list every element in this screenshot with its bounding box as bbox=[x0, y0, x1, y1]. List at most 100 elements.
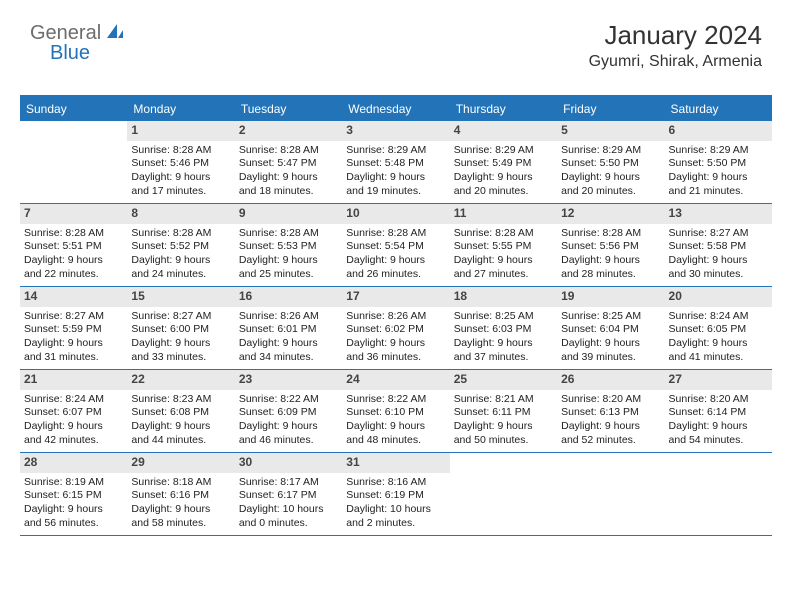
day-sunrise: Sunrise: 8:17 AM bbox=[239, 476, 338, 490]
day-daylight1: Daylight: 9 hours bbox=[561, 420, 660, 434]
day-cell bbox=[20, 121, 127, 203]
day-cell: 4Sunrise: 8:29 AMSunset: 5:49 PMDaylight… bbox=[450, 121, 557, 203]
day-daylight2: and 39 minutes. bbox=[561, 351, 660, 365]
day-sunset: Sunset: 5:49 PM bbox=[454, 157, 553, 171]
day-number: 21 bbox=[20, 370, 127, 390]
day-daylight2: and 46 minutes. bbox=[239, 434, 338, 448]
day-sunrise: Sunrise: 8:27 AM bbox=[131, 310, 230, 324]
day-cell: 13Sunrise: 8:27 AMSunset: 5:58 PMDayligh… bbox=[665, 204, 772, 286]
day-daylight2: and 21 minutes. bbox=[669, 185, 768, 199]
day-sunset: Sunset: 5:55 PM bbox=[454, 240, 553, 254]
day-sunrise: Sunrise: 8:26 AM bbox=[239, 310, 338, 324]
day-number: 3 bbox=[342, 121, 449, 141]
day-daylight2: and 0 minutes. bbox=[239, 517, 338, 531]
day-daylight2: and 36 minutes. bbox=[346, 351, 445, 365]
month-title: January 2024 bbox=[589, 20, 762, 51]
day-sunrise: Sunrise: 8:28 AM bbox=[454, 227, 553, 241]
day-daylight2: and 48 minutes. bbox=[346, 434, 445, 448]
day-sunrise: Sunrise: 8:28 AM bbox=[346, 227, 445, 241]
day-sunset: Sunset: 5:47 PM bbox=[239, 157, 338, 171]
week-row: 14Sunrise: 8:27 AMSunset: 5:59 PMDayligh… bbox=[20, 287, 772, 370]
day-sunset: Sunset: 6:11 PM bbox=[454, 406, 553, 420]
day-daylight1: Daylight: 9 hours bbox=[669, 420, 768, 434]
day-header: Thursday bbox=[450, 97, 557, 121]
day-daylight1: Daylight: 9 hours bbox=[131, 254, 230, 268]
day-daylight1: Daylight: 9 hours bbox=[131, 503, 230, 517]
week-row: 1Sunrise: 8:28 AMSunset: 5:46 PMDaylight… bbox=[20, 121, 772, 204]
day-sunrise: Sunrise: 8:16 AM bbox=[346, 476, 445, 490]
day-header: Monday bbox=[127, 97, 234, 121]
day-cell: 28Sunrise: 8:19 AMSunset: 6:15 PMDayligh… bbox=[20, 453, 127, 535]
day-cell: 19Sunrise: 8:25 AMSunset: 6:04 PMDayligh… bbox=[557, 287, 664, 369]
day-sunrise: Sunrise: 8:22 AM bbox=[239, 393, 338, 407]
day-number: 10 bbox=[342, 204, 449, 224]
day-number: 14 bbox=[20, 287, 127, 307]
day-daylight2: and 28 minutes. bbox=[561, 268, 660, 282]
day-header: Sunday bbox=[20, 97, 127, 121]
day-daylight2: and 24 minutes. bbox=[131, 268, 230, 282]
day-daylight1: Daylight: 9 hours bbox=[669, 337, 768, 351]
day-daylight2: and 37 minutes. bbox=[454, 351, 553, 365]
day-cell: 30Sunrise: 8:17 AMSunset: 6:17 PMDayligh… bbox=[235, 453, 342, 535]
day-daylight1: Daylight: 9 hours bbox=[131, 420, 230, 434]
day-number: 22 bbox=[127, 370, 234, 390]
day-number: 6 bbox=[665, 121, 772, 141]
day-number: 16 bbox=[235, 287, 342, 307]
day-number: 28 bbox=[20, 453, 127, 473]
day-sunrise: Sunrise: 8:28 AM bbox=[239, 227, 338, 241]
day-daylight1: Daylight: 9 hours bbox=[24, 337, 123, 351]
day-cell: 27Sunrise: 8:20 AMSunset: 6:14 PMDayligh… bbox=[665, 370, 772, 452]
day-number: 8 bbox=[127, 204, 234, 224]
day-sunset: Sunset: 5:48 PM bbox=[346, 157, 445, 171]
day-cell: 17Sunrise: 8:26 AMSunset: 6:02 PMDayligh… bbox=[342, 287, 449, 369]
day-sunset: Sunset: 5:58 PM bbox=[669, 240, 768, 254]
day-daylight2: and 19 minutes. bbox=[346, 185, 445, 199]
day-number: 5 bbox=[557, 121, 664, 141]
day-header: Wednesday bbox=[342, 97, 449, 121]
day-cell: 1Sunrise: 8:28 AMSunset: 5:46 PMDaylight… bbox=[127, 121, 234, 203]
day-cell: 3Sunrise: 8:29 AMSunset: 5:48 PMDaylight… bbox=[342, 121, 449, 203]
day-daylight1: Daylight: 9 hours bbox=[454, 420, 553, 434]
day-daylight2: and 20 minutes. bbox=[561, 185, 660, 199]
day-daylight1: Daylight: 9 hours bbox=[454, 337, 553, 351]
day-number: 7 bbox=[20, 204, 127, 224]
day-sunrise: Sunrise: 8:29 AM bbox=[561, 144, 660, 158]
logo-sail-icon bbox=[105, 22, 125, 45]
day-daylight1: Daylight: 9 hours bbox=[239, 171, 338, 185]
day-cell bbox=[450, 453, 557, 535]
day-daylight1: Daylight: 9 hours bbox=[239, 337, 338, 351]
day-daylight1: Daylight: 9 hours bbox=[346, 420, 445, 434]
day-daylight1: Daylight: 9 hours bbox=[561, 254, 660, 268]
day-sunrise: Sunrise: 8:20 AM bbox=[561, 393, 660, 407]
day-number: 27 bbox=[665, 370, 772, 390]
day-sunrise: Sunrise: 8:21 AM bbox=[454, 393, 553, 407]
day-number: 13 bbox=[665, 204, 772, 224]
day-sunset: Sunset: 5:46 PM bbox=[131, 157, 230, 171]
day-number: 24 bbox=[342, 370, 449, 390]
day-sunset: Sunset: 6:16 PM bbox=[131, 489, 230, 503]
day-daylight1: Daylight: 9 hours bbox=[454, 171, 553, 185]
day-sunset: Sunset: 6:08 PM bbox=[131, 406, 230, 420]
day-daylight2: and 52 minutes. bbox=[561, 434, 660, 448]
day-daylight2: and 31 minutes. bbox=[24, 351, 123, 365]
day-number: 30 bbox=[235, 453, 342, 473]
day-daylight1: Daylight: 10 hours bbox=[239, 503, 338, 517]
day-cell: 15Sunrise: 8:27 AMSunset: 6:00 PMDayligh… bbox=[127, 287, 234, 369]
day-daylight2: and 54 minutes. bbox=[669, 434, 768, 448]
day-daylight2: and 2 minutes. bbox=[346, 517, 445, 531]
day-daylight2: and 20 minutes. bbox=[454, 185, 553, 199]
day-sunrise: Sunrise: 8:22 AM bbox=[346, 393, 445, 407]
day-sunrise: Sunrise: 8:19 AM bbox=[24, 476, 123, 490]
day-cell: 26Sunrise: 8:20 AMSunset: 6:13 PMDayligh… bbox=[557, 370, 664, 452]
day-number: 11 bbox=[450, 204, 557, 224]
day-daylight1: Daylight: 9 hours bbox=[669, 171, 768, 185]
day-header: Tuesday bbox=[235, 97, 342, 121]
day-sunset: Sunset: 6:14 PM bbox=[669, 406, 768, 420]
day-sunset: Sunset: 6:13 PM bbox=[561, 406, 660, 420]
day-cell: 9Sunrise: 8:28 AMSunset: 5:53 PMDaylight… bbox=[235, 204, 342, 286]
day-sunrise: Sunrise: 8:28 AM bbox=[239, 144, 338, 158]
day-cell bbox=[557, 453, 664, 535]
day-cell: 23Sunrise: 8:22 AMSunset: 6:09 PMDayligh… bbox=[235, 370, 342, 452]
day-number: 15 bbox=[127, 287, 234, 307]
day-number: 2 bbox=[235, 121, 342, 141]
